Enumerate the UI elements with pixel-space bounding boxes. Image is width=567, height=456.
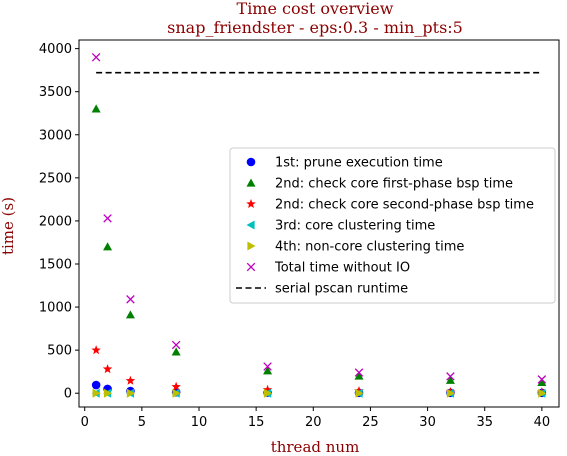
plot-frame [78,39,560,408]
y-tick-label: 3500 [39,85,72,100]
data-point [91,104,101,113]
chart-title: Time cost overview [237,0,394,18]
data-point [355,388,364,398]
legend-label: Total time without IO [274,261,410,276]
data-point [91,52,101,62]
legend-item: 3rd: core clustering time [246,219,435,234]
legend-label: 2nd: check core second-phase bsp time [275,198,534,213]
data-point [125,375,136,385]
series-5 [91,52,547,384]
x-tick-label: 25 [362,415,379,430]
legend-item: 2nd: check core second-phase bsp time [246,198,534,213]
series-1 [91,104,547,387]
legend-item: 2nd: check core first-phase bsp time [246,177,513,192]
x-tick-label: 15 [248,415,265,430]
data-point [263,366,273,375]
y-tick-label: 1000 [39,301,72,316]
y-tick-label: 1500 [39,257,72,272]
legend-label: 4th: non-core clustering time [275,240,464,255]
data-point [102,364,113,374]
legend-marker [246,199,256,209]
legend-label: 1st: prune execution time [275,156,443,171]
x-tick-label: 35 [476,415,493,430]
data-point [92,388,101,398]
data-point [446,372,455,381]
data-point [126,388,135,398]
x-tick-label: 0 [81,415,89,430]
data-point [91,345,101,355]
x-tick-label: 5 [138,415,146,430]
data-point [354,371,364,380]
chart-subtitle: snap_friendster - eps:0.3 - min_pts:5 [167,18,463,37]
data-point [354,368,364,377]
x-axis-label: thread num [271,438,360,456]
legend-item: 4th: non-core clustering time [247,240,464,255]
legend-frame [229,147,556,304]
plot-area [78,39,560,408]
legend-marker [246,157,256,167]
y-axis-ticks: 0 500 1000 1500 2000 2500 3000 3500 4000 [39,42,79,402]
y-tick-label: 2000 [39,214,72,229]
data-point [537,377,547,387]
data-point [103,214,112,223]
data-point [125,310,135,319]
series-2 [91,345,547,397]
legend-item: Total time without IO [246,261,410,276]
data-point [171,381,181,391]
x-tick-label: 30 [419,415,436,430]
data-point [171,347,181,356]
legend-marker [247,241,256,251]
data-point [446,388,455,398]
legend-label: serial pscan runtime [275,282,408,297]
y-axis-label: time (s) [0,197,17,255]
y-tick-label: 4000 [39,42,72,57]
legend-marker [246,178,256,187]
data-point [171,340,181,350]
data-point [103,242,113,251]
legend-item: serial pscan runtime [236,282,408,297]
legend-marker [246,262,256,272]
data-marks [91,52,547,398]
legend-item: 1st: prune execution time [246,156,443,171]
series-3 [91,388,546,398]
y-tick-label: 0 [64,387,72,402]
x-tick-label: 10 [191,415,208,430]
data-point [537,375,547,384]
legend: 1st: prune execution time 2nd: check core… [229,147,556,304]
x-tick-label: 40 [534,415,551,430]
data-point [263,362,272,371]
series-4 [92,388,547,398]
data-point [172,388,181,398]
data-point [103,388,113,398]
series-0 [91,380,547,398]
data-point [445,375,455,384]
legend-label: 3rd: core clustering time [275,219,435,234]
y-tick-label: 3000 [39,128,72,143]
data-point [538,388,547,398]
legend-marker [246,220,255,230]
data-point [126,295,135,304]
data-point [263,388,273,398]
x-axis-ticks: 0 5 10 15 20 25 30 35 40 [81,407,551,430]
data-point [354,386,364,396]
y-tick-label: 2500 [39,171,72,186]
x-tick-label: 20 [305,415,322,430]
data-point [91,380,101,390]
data-point [262,384,273,394]
y-tick-label: 500 [47,344,72,359]
legend-label: 2nd: check core first-phase bsp time [275,177,513,192]
